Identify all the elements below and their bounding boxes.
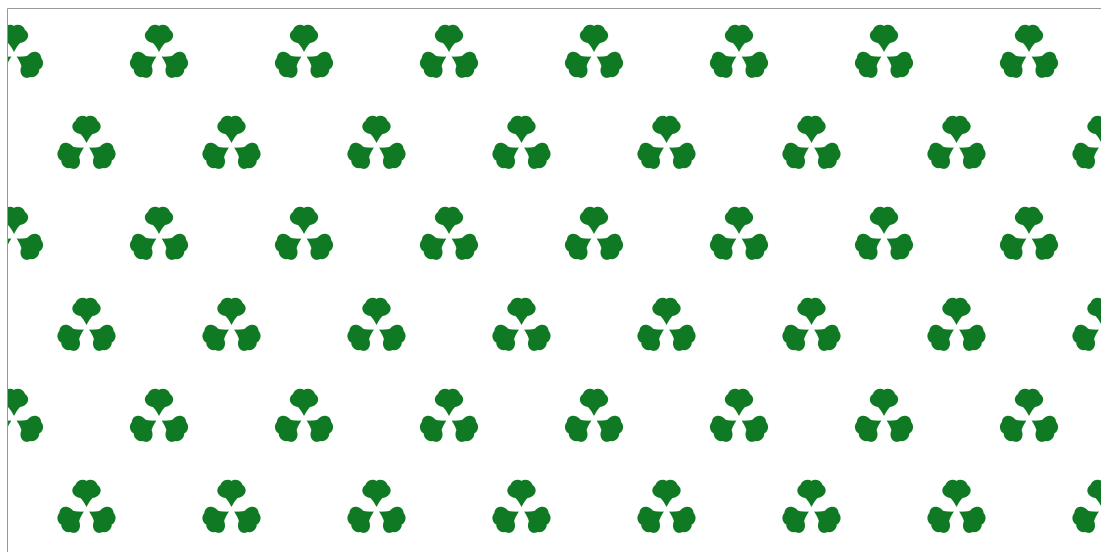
pattern-canvas — [0, 0, 1101, 552]
crest-pattern — [8, 9, 1101, 552]
page — [0, 0, 1101, 552]
